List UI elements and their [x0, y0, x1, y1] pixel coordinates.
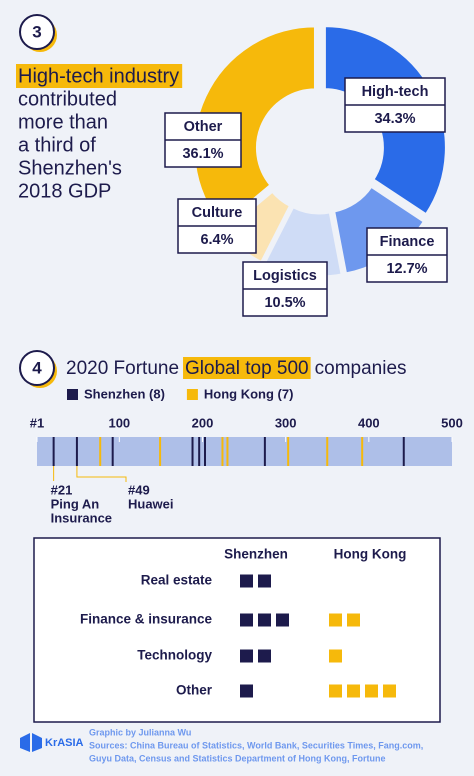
- company-mark: [221, 437, 224, 466]
- title-highlight: [183, 357, 311, 379]
- unit-square: [347, 613, 360, 627]
- brand: KrASIA: [45, 737, 84, 749]
- segment-value: 10.5%: [264, 295, 305, 311]
- company-mark: [198, 437, 201, 466]
- segment-value: 6.4%: [200, 232, 233, 248]
- company-mark: [263, 437, 266, 466]
- x-tick-label: 500: [441, 415, 463, 430]
- sources: Sources: China Bureau of Statistics, Wor…: [89, 740, 423, 750]
- annotation-text: Insurance: [51, 510, 112, 525]
- unit-square: [383, 684, 396, 698]
- company-mark: [111, 437, 114, 466]
- x-tick-label: #1: [30, 415, 44, 430]
- row-label: Technology: [137, 648, 212, 663]
- company-mark: [191, 437, 194, 466]
- segment-name: Culture: [192, 205, 243, 221]
- segment-name: High-tech: [362, 84, 429, 100]
- badge-number: 3: [32, 22, 41, 41]
- title: 2020 Fortune: [66, 358, 179, 379]
- column-header: Shenzhen: [224, 547, 288, 562]
- title: 2018 GDP: [18, 180, 111, 202]
- company-mark: [226, 437, 229, 466]
- row-label: Real estate: [141, 573, 213, 588]
- column-header: Hong Kong: [334, 547, 407, 562]
- table-box: [33, 537, 441, 723]
- title: a third of: [18, 134, 96, 156]
- company-mark: [52, 437, 55, 466]
- unit-square: [329, 649, 342, 663]
- unit-square: [258, 613, 271, 627]
- unit-square: [329, 613, 342, 627]
- unit-square: [365, 684, 378, 698]
- strip: [37, 437, 452, 466]
- x-tick-label: 400: [358, 415, 380, 430]
- sources: Guyu Data, Census and Statistics Departm…: [89, 753, 386, 763]
- title: companies: [315, 358, 407, 379]
- title: more than: [18, 111, 108, 133]
- company-mark: [402, 437, 405, 466]
- unit-square: [240, 613, 253, 627]
- company-mark: [159, 437, 162, 466]
- segment-name: Logistics: [253, 268, 317, 284]
- badge: [19, 14, 55, 50]
- badge-number: 4: [32, 358, 42, 377]
- title: Global top 500: [185, 358, 309, 379]
- badge: [19, 350, 55, 386]
- company-mark: [361, 437, 364, 466]
- annotation-rank: #21: [51, 482, 73, 497]
- legend-label: Hong Kong (7): [204, 386, 294, 401]
- unit-square: [240, 574, 253, 588]
- company-mark: [326, 437, 329, 466]
- annotation-rank: #49: [128, 482, 150, 497]
- legend-swatch: [67, 389, 78, 400]
- title: contributed: [18, 88, 117, 110]
- logo: [20, 733, 42, 752]
- company-mark: [287, 437, 290, 466]
- segment-value: 36.1%: [182, 146, 223, 162]
- title-highlight: [16, 64, 183, 88]
- legend-swatch: [186, 389, 198, 400]
- segment-name: Finance: [380, 234, 435, 250]
- annotation-text: Ping An: [51, 496, 100, 511]
- company-mark: [203, 437, 206, 466]
- x-tick-label: 300: [275, 415, 297, 430]
- segment-name: Other: [184, 119, 223, 135]
- row-label: Finance & insurance: [80, 612, 213, 627]
- segment-value: 34.3%: [374, 111, 415, 127]
- title: Shenzhen's: [18, 157, 122, 179]
- unit-square: [240, 684, 253, 698]
- x-tick-label: 200: [192, 415, 214, 430]
- unit-square: [240, 649, 253, 663]
- unit-square: [276, 613, 289, 627]
- unit-square: [258, 574, 271, 588]
- row-label: Other: [176, 683, 213, 698]
- company-mark: [75, 437, 78, 466]
- credit: Graphic by Julianna Wu: [89, 727, 191, 737]
- title: High-tech industry: [18, 65, 179, 87]
- leader: [76, 466, 127, 482]
- annotation-text: Huawei: [128, 496, 174, 511]
- unit-square: [347, 684, 360, 698]
- x-tick-label: 100: [108, 415, 130, 430]
- unit-square: [258, 649, 271, 663]
- segment-value: 12.7%: [386, 261, 427, 277]
- unit-square: [329, 684, 342, 698]
- company-mark: [99, 437, 102, 466]
- legend-label: Shenzhen (8): [84, 386, 165, 401]
